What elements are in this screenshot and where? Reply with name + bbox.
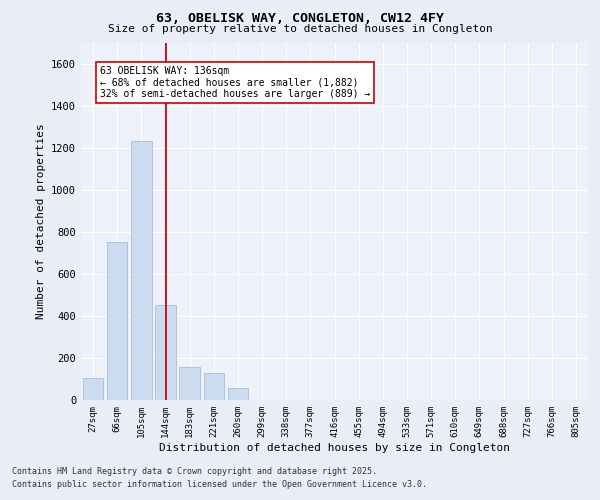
Bar — [131, 142, 152, 400]
Bar — [107, 242, 127, 400]
Text: 63 OBELISK WAY: 136sqm
← 68% of detached houses are smaller (1,882)
32% of semi-: 63 OBELISK WAY: 136sqm ← 68% of detached… — [100, 66, 371, 99]
Text: Size of property relative to detached houses in Congleton: Size of property relative to detached ho… — [107, 24, 493, 34]
Bar — [227, 388, 248, 400]
Bar — [83, 378, 103, 400]
Bar — [155, 306, 176, 400]
Bar — [203, 372, 224, 400]
Bar — [179, 368, 200, 400]
Text: 63, OBELISK WAY, CONGLETON, CW12 4FY: 63, OBELISK WAY, CONGLETON, CW12 4FY — [156, 12, 444, 26]
X-axis label: Distribution of detached houses by size in Congleton: Distribution of detached houses by size … — [159, 442, 510, 452]
Text: Contains HM Land Registry data © Crown copyright and database right 2025.: Contains HM Land Registry data © Crown c… — [12, 467, 377, 476]
Y-axis label: Number of detached properties: Number of detached properties — [35, 124, 46, 319]
Text: Contains public sector information licensed under the Open Government Licence v3: Contains public sector information licen… — [12, 480, 427, 489]
